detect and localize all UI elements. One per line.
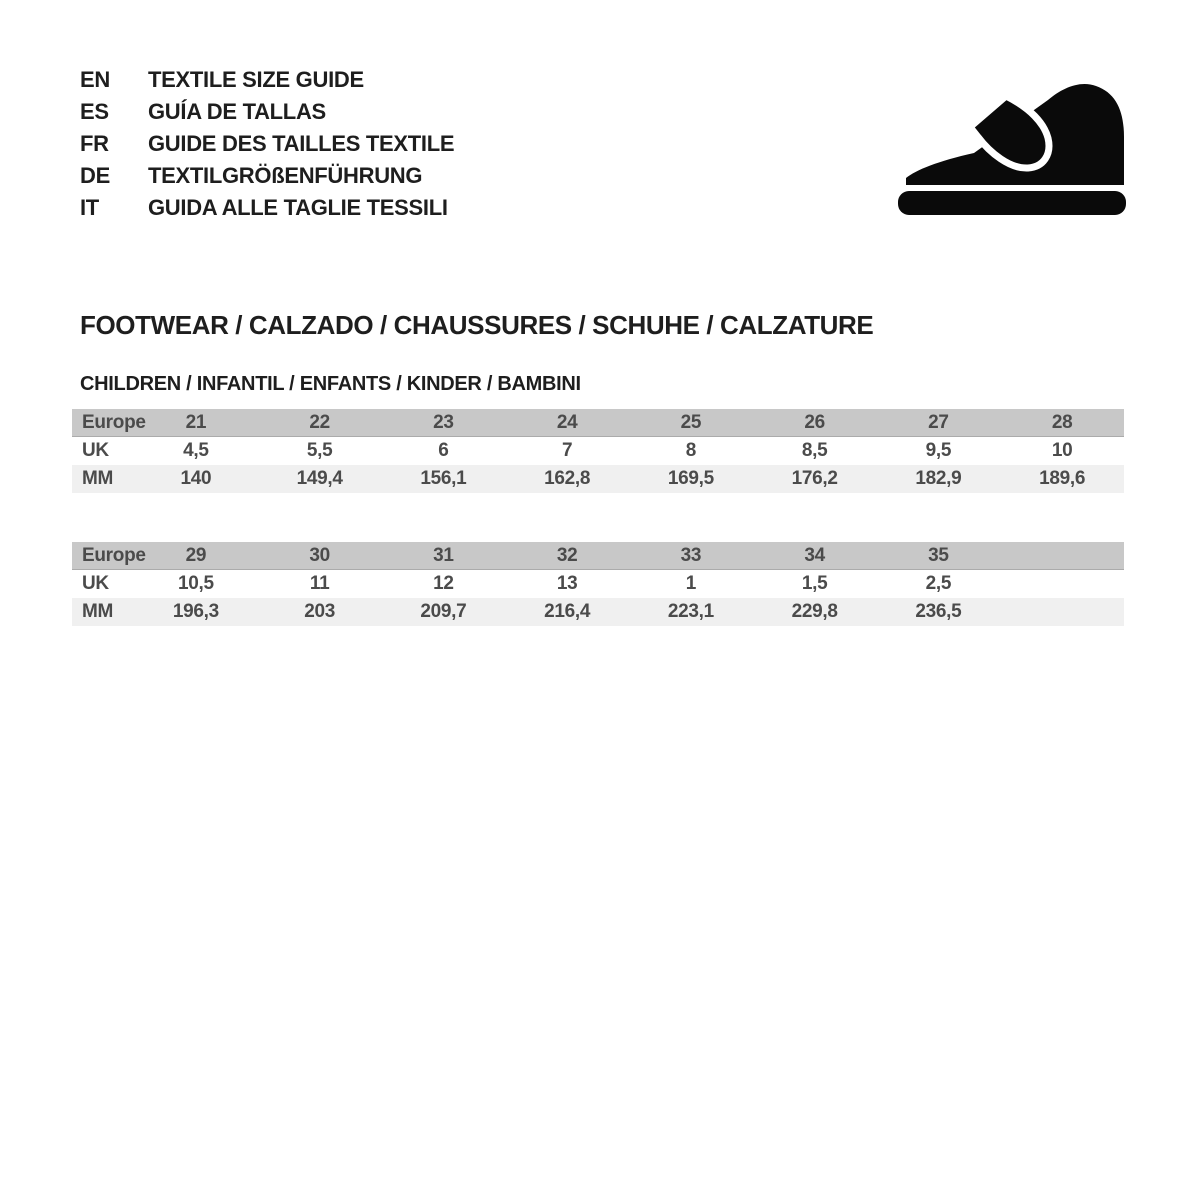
size-cell: 236,5 xyxy=(915,601,962,622)
row-label: UK xyxy=(82,573,109,594)
size-cell xyxy=(1000,570,1124,598)
size-cell: 6 xyxy=(438,440,449,461)
size-cell: 189,6 xyxy=(1039,468,1086,489)
language-code: FR xyxy=(80,131,109,156)
size-cell: 26 xyxy=(804,412,825,433)
language-code: DE xyxy=(80,163,110,188)
children-shoe-icon xyxy=(898,83,1126,215)
size-cell: 162,8 xyxy=(544,468,591,489)
size-cell: 223,1 xyxy=(667,601,714,622)
size-cell: 23 xyxy=(433,412,454,433)
size-cell: 8,5 xyxy=(801,440,828,461)
footwear-heading: FOOTWEAR / CALZADO / CHAUSSURES / SCHUHE… xyxy=(80,310,874,340)
size-cell: 28 xyxy=(1051,412,1073,433)
size-cell: 229,8 xyxy=(791,601,838,622)
size-cell: 156,1 xyxy=(420,468,467,489)
size-cell: 1 xyxy=(685,573,697,594)
size-cell: 149,4 xyxy=(296,468,343,489)
size-cell: 140 xyxy=(180,468,212,489)
size-cell: 4,5 xyxy=(183,440,209,461)
language-label: GUIDA ALLE TAGLIE TESSILI xyxy=(148,195,448,220)
size-table-children-1: Europe 21 22 23 24 25 26 27 28 UK 4,5 5,… xyxy=(72,409,1124,493)
language-list: EN TEXTILE SIZE GUIDE ES GUÍA DE TALLAS … xyxy=(80,64,455,224)
row-label: MM xyxy=(82,468,114,489)
size-cell: 169,5 xyxy=(667,468,714,489)
size-cell: 27 xyxy=(928,412,949,433)
table-row-uk: UK 4,5 5,5 6 7 8 8,5 9,5 10 xyxy=(72,437,1124,465)
size-cell: 5,5 xyxy=(306,440,333,461)
size-table-children-2: Europe 29 30 31 32 33 34 35 UK 10,5 11 1… xyxy=(72,542,1124,626)
row-label: Europe xyxy=(82,412,146,433)
size-cell xyxy=(1000,598,1124,626)
size-cell: 13 xyxy=(556,573,578,594)
size-cell: 30 xyxy=(309,545,330,566)
size-cell: 12 xyxy=(433,573,454,594)
language-label: TEXTILGRÖßENFÜHRUNG xyxy=(148,163,423,188)
size-cell: 203 xyxy=(304,601,336,622)
size-cell: 8 xyxy=(685,440,697,461)
size-cell: 35 xyxy=(928,545,949,566)
language-row-de: DE TEXTILGRÖßENFÜHRUNG xyxy=(80,160,454,192)
table-row-uk: UK 10,5 11 12 13 1 1,5 2,5 xyxy=(72,570,1124,598)
language-label: TEXTILE SIZE GUIDE xyxy=(148,67,364,92)
size-cell xyxy=(1000,542,1124,570)
size-cell: 2,5 xyxy=(925,573,952,594)
size-cell: 10 xyxy=(1051,440,1073,461)
language-row-es: ES GUÍA DE TALLAS xyxy=(80,96,454,128)
size-cell: 31 xyxy=(433,545,454,566)
table-row-mm: MM 140 149,4 156,1 162,8 169,5 176,2 182… xyxy=(72,465,1124,493)
language-row-en: EN TEXTILE SIZE GUIDE xyxy=(80,64,454,96)
size-cell: 22 xyxy=(309,412,330,433)
row-label: MM xyxy=(82,601,114,622)
row-label: Europe xyxy=(82,545,146,566)
size-cell: 25 xyxy=(680,412,702,433)
size-cell: 34 xyxy=(804,545,825,566)
table-row-europe: Europe 29 30 31 32 33 34 35 xyxy=(72,542,1124,570)
size-cell: 216,4 xyxy=(544,601,591,622)
table-row-mm: MM 196,3 203 209,7 216,4 223,1 229,8 236… xyxy=(72,598,1124,626)
language-row-fr: FR GUIDE DES TAILLES TEXTILE xyxy=(80,128,455,160)
size-cell: 182,9 xyxy=(915,468,962,489)
size-cell: 33 xyxy=(680,545,702,566)
size-cell: 32 xyxy=(556,545,578,566)
size-cell: 11 xyxy=(309,573,330,594)
size-cell: 176,2 xyxy=(791,468,838,489)
size-cell: 209,7 xyxy=(420,601,467,622)
size-cell: 7 xyxy=(561,440,573,461)
size-cell: 9,5 xyxy=(925,440,952,461)
size-cell: 196,3 xyxy=(172,601,219,622)
size-cell: 29 xyxy=(185,545,207,566)
size-cell: 21 xyxy=(185,412,207,433)
children-heading: CHILDREN / INFANTIL / ENFANTS / KINDER /… xyxy=(80,373,581,395)
language-code: EN xyxy=(80,67,110,92)
language-code: ES xyxy=(80,99,109,124)
size-cell: 1,5 xyxy=(801,573,828,594)
size-cell: 10,5 xyxy=(177,573,214,594)
table-row-europe: Europe 21 22 23 24 25 26 27 28 xyxy=(72,409,1124,437)
language-label: GUIDE DES TAILLES TEXTILE xyxy=(148,131,455,156)
language-row-it: IT GUIDA ALLE TAGLIE TESSILI xyxy=(80,192,454,224)
language-label: GUÍA DE TALLAS xyxy=(148,99,326,124)
size-cell: 24 xyxy=(556,412,578,433)
row-label: UK xyxy=(82,440,109,461)
language-code: IT xyxy=(80,195,99,220)
